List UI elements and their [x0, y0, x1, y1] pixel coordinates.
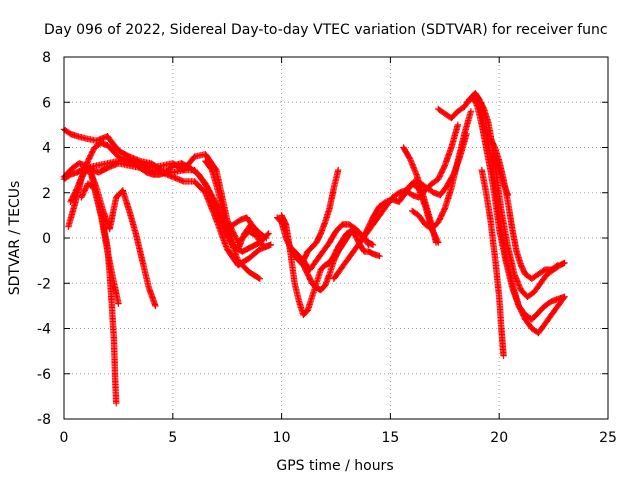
plus-markers: [409, 108, 475, 233]
y-tick-label: 8: [42, 50, 51, 66]
series-track-9: [224, 214, 270, 242]
series-track-17: [400, 144, 440, 246]
y-axis-label: SDTVAR / TECUs: [7, 181, 23, 296]
series-track-21: [469, 92, 568, 323]
plus-markers: [287, 221, 372, 273]
y-tick-label: -4: [37, 322, 51, 338]
x-axis-label: GPS time / hours: [276, 458, 393, 474]
axis-ticks: 0 5 10 15 20 25 -8 -6 -4 -2 0 2 4 6 8: [37, 50, 617, 446]
x-tick-label: 20: [490, 430, 508, 446]
plus-markers: [60, 151, 264, 246]
x-tick-label: 5: [168, 430, 177, 446]
x-tick-label: 10: [273, 430, 291, 446]
series-track-18: [409, 108, 475, 233]
y-tick-label: 6: [42, 95, 51, 111]
y-tick-label: 0: [42, 231, 51, 247]
data-markers: [60, 90, 568, 407]
plus-markers: [478, 166, 507, 359]
y-tick-label: -2: [37, 276, 51, 292]
plus-markers: [469, 92, 568, 323]
y-tick-label: -6: [37, 367, 51, 383]
plus-markers: [400, 144, 440, 246]
plus-markers: [491, 153, 512, 199]
chart-title: Day 096 of 2022, Sidereal Day-to-day VTE…: [44, 22, 608, 38]
grid: [64, 57, 608, 419]
plus-markers: [78, 180, 122, 307]
plus-markers: [300, 166, 342, 264]
series-track-13: [300, 166, 342, 264]
plus-markers: [224, 214, 270, 242]
series-track-22: [478, 166, 507, 359]
x-tick-label: 0: [60, 430, 69, 446]
y-tick-label: -8: [37, 412, 51, 428]
series-track-7: [78, 180, 122, 307]
series-track-24: [491, 153, 512, 199]
series-track-12: [287, 221, 372, 273]
x-tick-label: 25: [599, 430, 617, 446]
series-track-3: [60, 151, 264, 246]
y-tick-label: 2: [42, 186, 51, 202]
y-tick-label: 4: [42, 141, 51, 157]
x-tick-label: 15: [381, 430, 399, 446]
